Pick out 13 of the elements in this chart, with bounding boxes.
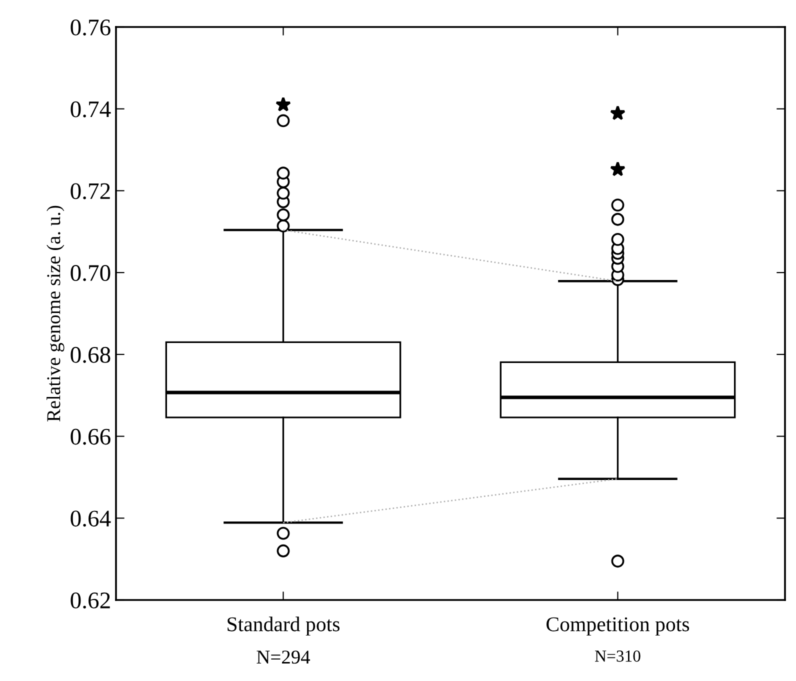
y-tick-label: 0.76 — [70, 19, 110, 36]
x-tick-label: Competition pots — [546, 617, 690, 636]
y-tick-label: 0.68 — [70, 346, 110, 363]
y-axis-title: Relative genome size (a. u.) — [46, 206, 64, 422]
x-tick-label: Standard pots — [228, 616, 340, 636]
y-tick-label: 0.72 — [70, 183, 110, 200]
y-tick-label: 0.70 — [70, 265, 110, 282]
y-tick-label: 0.66 — [70, 428, 110, 445]
text: N=294 — [256, 650, 310, 664]
y-tick-label: 0.62 — [70, 592, 110, 609]
text: N=310 — [595, 650, 640, 662]
y-tick-label: 0.64 — [70, 510, 111, 527]
y-tick-label: 0.74 — [70, 101, 111, 118]
